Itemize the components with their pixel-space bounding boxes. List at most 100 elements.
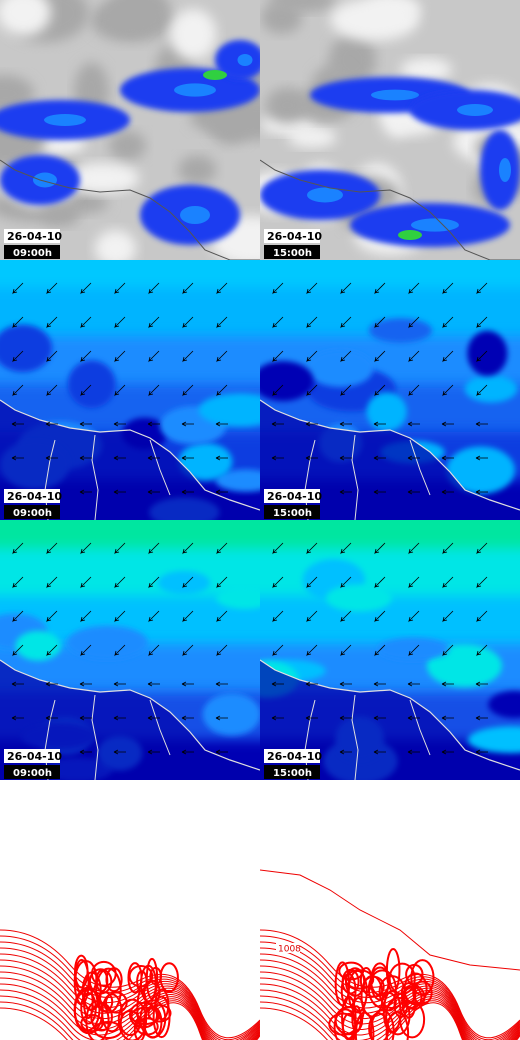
wind-arrow: [306, 384, 318, 397]
isobar-dense: [362, 975, 385, 998]
isobar-dense: [73, 988, 104, 1035]
wind-patch: [15, 630, 62, 661]
inland: [0, 660, 260, 780]
wind-arrow: [11, 455, 24, 461]
date-label: 26-04-10: [7, 750, 62, 763]
isobar-dense: [401, 985, 417, 1019]
wind-patch: [467, 726, 520, 754]
date-box: [264, 489, 320, 503]
wind-arrow: [45, 715, 58, 721]
wind-arrow: [216, 316, 228, 329]
wind-arrow: [339, 421, 352, 427]
wind-arrow: [340, 384, 352, 397]
wind-arrow: [148, 350, 160, 363]
wind-arrow: [373, 455, 386, 461]
wind-arrow: [374, 542, 386, 555]
wind-arrow: [181, 489, 194, 495]
coastline: [0, 659, 260, 771]
wind-arrow: [442, 610, 454, 623]
inland: [0, 400, 260, 520]
date-label: 26-04-10: [7, 490, 62, 503]
wind-arrow: [374, 576, 386, 589]
time-box: [264, 245, 320, 259]
river: [409, 439, 431, 496]
isobar: [260, 1002, 520, 1040]
wind-arrow: [374, 644, 386, 657]
wind-arrow: [46, 542, 58, 555]
wind-arrow: [373, 681, 386, 687]
isobar: [260, 935, 520, 1040]
wind-arrow: [182, 576, 194, 589]
wind-arrow: [476, 316, 488, 329]
time-label: 09:00h: [13, 768, 52, 779]
wind-arrow: [306, 282, 318, 295]
wind-arrow: [475, 421, 488, 427]
coastline: [260, 399, 520, 511]
wind-arrow: [79, 681, 92, 687]
date-label: 26-04-10: [267, 230, 322, 243]
wind-arrow: [306, 350, 318, 363]
wind-arrow: [272, 282, 284, 295]
wind-patch: [377, 637, 450, 661]
wind-patch: [67, 360, 116, 408]
time-box: [264, 505, 320, 519]
wind-arrow: [475, 749, 488, 755]
wind-arrow: [181, 455, 194, 461]
time-label: 15:00h: [273, 248, 312, 259]
precip-core: [499, 158, 511, 182]
wind-arrow: [271, 715, 284, 721]
cloud: [265, 87, 309, 124]
inland: [260, 400, 520, 520]
cloud: [109, 130, 146, 161]
wind-arrow: [46, 282, 58, 295]
wind-arrow: [46, 350, 58, 363]
isobar-dense: [410, 959, 435, 997]
wind-arrow: [148, 282, 160, 295]
precip-core: [174, 83, 216, 97]
wind-arrow: [306, 576, 318, 589]
wind-arrow: [306, 316, 318, 329]
wind-arrow: [305, 455, 318, 461]
wind-arrow: [306, 542, 318, 555]
wind-arrow: [408, 576, 420, 589]
wind-arrow: [476, 644, 488, 657]
time-label: 15:00h: [273, 508, 312, 519]
wind-patch: [368, 318, 433, 343]
wind-arrow: [114, 576, 126, 589]
wind-arrow: [441, 421, 454, 427]
coastline: [0, 399, 260, 511]
map-panel: 26-04-10 15:00h: [260, 0, 520, 260]
map-panel: 26-04-10 09:00h: [0, 260, 260, 520]
isobar: [0, 983, 260, 1040]
wind-arrow: [216, 350, 228, 363]
wind-arrow: [476, 282, 488, 295]
isobar-dense: [85, 1000, 110, 1040]
wind-arrow: [373, 421, 386, 427]
isobar-dense: [80, 1014, 104, 1033]
wind-arrow: [442, 542, 454, 555]
wind-arrow: [441, 489, 454, 495]
wind-arrow: [147, 681, 160, 687]
river: [91, 694, 99, 780]
cloud: [65, 162, 140, 194]
wind-arrow: [442, 282, 454, 295]
wind-arrow: [408, 644, 420, 657]
wind-arrow: [441, 681, 454, 687]
wind-arrow: [407, 455, 420, 461]
isobar-dense: [347, 969, 368, 1014]
wind-arrow: [182, 542, 194, 555]
wind-arrow: [408, 542, 420, 555]
precip-core: [411, 218, 459, 232]
wind-arrow: [340, 610, 352, 623]
wind-arrow: [114, 316, 126, 329]
date-label: 26-04-10: [267, 750, 322, 763]
wind-arrow: [181, 749, 194, 755]
wind-arrow: [442, 384, 454, 397]
wind-arrow: [408, 610, 420, 623]
cloud: [170, 8, 217, 60]
isobar: [0, 929, 260, 1039]
wind-arrow: [80, 542, 92, 555]
precip-core: [33, 172, 57, 188]
time-label: 09:00h: [13, 248, 52, 259]
